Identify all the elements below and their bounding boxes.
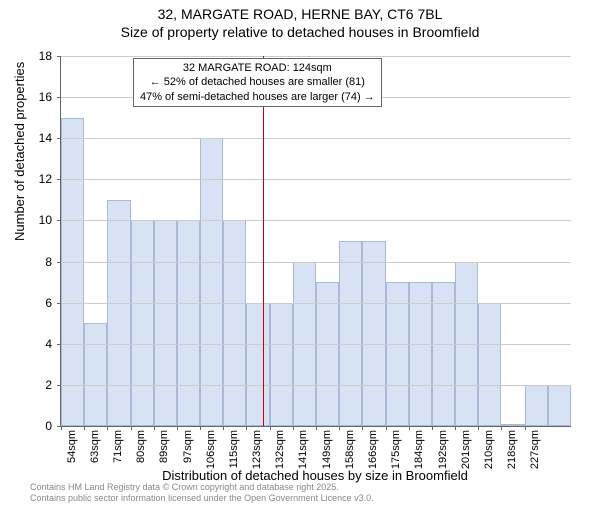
histogram-bar bbox=[432, 282, 455, 426]
histogram-bar bbox=[61, 118, 84, 426]
y-tick-mark bbox=[57, 97, 61, 98]
y-tick-label: 6 bbox=[45, 296, 52, 310]
histogram-bar bbox=[131, 220, 154, 426]
y-tick-label: 12 bbox=[39, 172, 52, 186]
y-tick-label: 8 bbox=[45, 255, 52, 269]
gridline-h bbox=[61, 179, 571, 180]
histogram-bar bbox=[409, 282, 432, 426]
title-line-2: Size of property relative to detached ho… bbox=[0, 24, 600, 40]
y-tick-mark bbox=[57, 56, 61, 57]
y-tick-label: 14 bbox=[39, 131, 52, 145]
annotation-line-2: ← 52% of detached houses are smaller (81… bbox=[140, 75, 375, 89]
histogram-bar bbox=[177, 220, 200, 426]
title-line-1: 32, MARGATE ROAD, HERNE BAY, CT6 7BL bbox=[0, 6, 600, 22]
gridline-h bbox=[61, 138, 571, 139]
y-tick-label: 0 bbox=[45, 419, 52, 433]
y-tick-container: 024681012141618 bbox=[0, 56, 56, 426]
histogram-bar bbox=[478, 303, 501, 426]
x-tick-label: 149sqm bbox=[321, 430, 333, 469]
x-tick-label: 210sqm bbox=[483, 430, 495, 469]
annotation-line-3: 47% of semi-detached houses are larger (… bbox=[140, 90, 375, 104]
y-tick-label: 2 bbox=[45, 378, 52, 392]
x-tick-label: 141sqm bbox=[297, 430, 309, 469]
x-tick-label: 158sqm bbox=[344, 430, 356, 469]
x-tick-label: 71sqm bbox=[112, 430, 124, 463]
histogram-bar bbox=[386, 282, 409, 426]
histogram-bar bbox=[339, 241, 362, 426]
histogram-bar bbox=[246, 303, 269, 426]
y-tick-mark bbox=[57, 262, 61, 263]
annotation-line-1: 32 MARGATE ROAD: 124sqm bbox=[140, 61, 375, 75]
histogram-bar bbox=[548, 385, 571, 426]
x-tick-label: 218sqm bbox=[506, 430, 518, 469]
y-tick-label: 10 bbox=[39, 213, 52, 227]
gridline-h bbox=[61, 220, 571, 221]
x-tick-label: 166sqm bbox=[367, 430, 379, 469]
x-tick-label: 63sqm bbox=[89, 430, 101, 463]
histogram-bar bbox=[200, 138, 223, 426]
chart-plot-area: 32 MARGATE ROAD: 124sqm ← 52% of detache… bbox=[60, 56, 571, 427]
y-tick-mark bbox=[57, 385, 61, 386]
annotation-box: 32 MARGATE ROAD: 124sqm ← 52% of detache… bbox=[133, 58, 382, 107]
footer-line-2: Contains public sector information licen… bbox=[30, 493, 374, 504]
y-tick-mark bbox=[57, 344, 61, 345]
gridline-h bbox=[61, 303, 571, 304]
x-tick-label: 106sqm bbox=[205, 430, 217, 469]
histogram-bar bbox=[154, 220, 177, 426]
x-axis-label: Distribution of detached houses by size … bbox=[60, 468, 570, 483]
y-tick-mark bbox=[57, 138, 61, 139]
y-tick-mark bbox=[57, 220, 61, 221]
y-tick-label: 4 bbox=[45, 337, 52, 351]
gridline-h bbox=[61, 56, 571, 57]
x-tick-label: 227sqm bbox=[529, 430, 541, 469]
x-tick-label: 97sqm bbox=[182, 430, 194, 463]
histogram-bar bbox=[84, 323, 107, 426]
reference-line bbox=[263, 56, 264, 426]
x-tick-label: 132sqm bbox=[274, 430, 286, 469]
footer-line-1: Contains HM Land Registry data © Crown c… bbox=[30, 482, 374, 493]
x-tick-label: 80sqm bbox=[135, 430, 147, 463]
y-tick-label: 18 bbox=[39, 49, 52, 63]
x-tick-label: 89sqm bbox=[158, 430, 170, 463]
histogram-bar bbox=[316, 282, 339, 426]
x-tick-label: 201sqm bbox=[460, 430, 472, 469]
gridline-h bbox=[61, 262, 571, 263]
x-tick-label: 115sqm bbox=[228, 430, 240, 468]
y-tick-mark bbox=[57, 303, 61, 304]
histogram-bar bbox=[223, 220, 246, 426]
x-tick-label: 175sqm bbox=[390, 430, 402, 469]
y-tick-label: 16 bbox=[39, 90, 52, 104]
x-tick-label: 184sqm bbox=[413, 430, 425, 469]
histogram-bar bbox=[525, 385, 548, 426]
x-tick-label: 54sqm bbox=[66, 430, 78, 463]
x-tick-label: 192sqm bbox=[437, 430, 449, 469]
y-tick-mark bbox=[57, 179, 61, 180]
x-tick-label: 123sqm bbox=[251, 430, 263, 469]
histogram-bar bbox=[270, 303, 293, 426]
footer-attribution: Contains HM Land Registry data © Crown c… bbox=[30, 482, 374, 504]
gridline-h bbox=[61, 385, 571, 386]
histogram-bar bbox=[107, 200, 130, 426]
histogram-bar bbox=[362, 241, 385, 426]
gridline-h bbox=[61, 344, 571, 345]
